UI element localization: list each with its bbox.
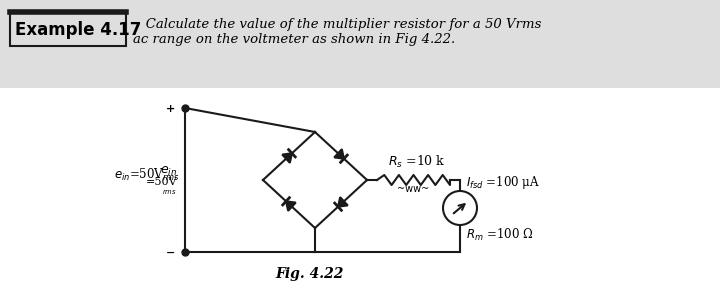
Text: +: + — [166, 104, 175, 114]
Bar — [0, 0, 720, 88]
Text: $R_s$ =10 k: $R_s$ =10 k — [389, 154, 446, 170]
Text: $I_{fsd}$ =100 μA: $I_{fsd}$ =100 μA — [466, 174, 540, 191]
Text: =50V: =50V — [145, 177, 177, 187]
Text: $e_{in}$=50V$_{rms}$: $e_{in}$=50V$_{rms}$ — [114, 167, 180, 183]
Text: −: − — [166, 248, 175, 258]
Text: $R_m$ =100 Ω: $R_m$ =100 Ω — [466, 227, 534, 243]
Bar — [0, 88, 720, 306]
Text: Fig. 4.22: Fig. 4.22 — [276, 267, 344, 281]
Bar — [10, 12, 126, 46]
Text: $e_{in}$: $e_{in}$ — [160, 165, 177, 178]
Polygon shape — [282, 153, 292, 163]
Text: Example 4.17: Example 4.17 — [15, 21, 141, 39]
Polygon shape — [338, 197, 348, 207]
Text: ~ww~: ~ww~ — [397, 184, 430, 194]
Polygon shape — [286, 201, 296, 211]
Circle shape — [443, 191, 477, 225]
Polygon shape — [334, 149, 344, 159]
Text: Calculate the value of the multiplier resistor for a 50 Vrms
ac range on the vol: Calculate the value of the multiplier re… — [133, 18, 541, 46]
Text: $_{rms}$: $_{rms}$ — [162, 188, 177, 197]
